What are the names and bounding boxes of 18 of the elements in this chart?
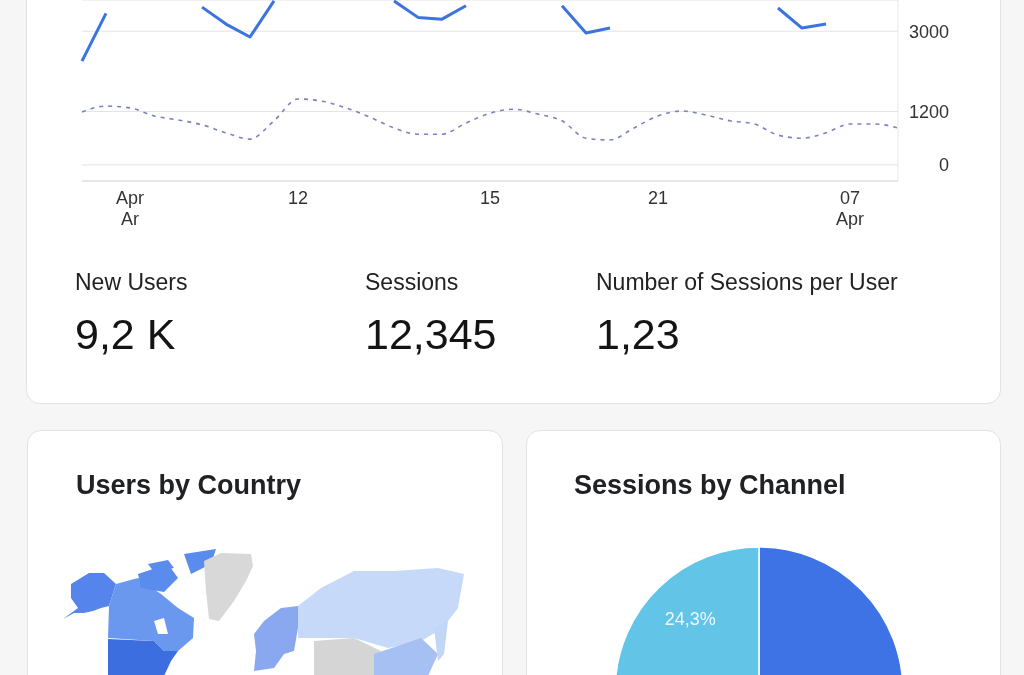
text: New Users — [75, 268, 188, 296]
text: Number of Sessions per User — [596, 268, 898, 296]
chart-title: Sessions by Channel — [574, 469, 846, 501]
x-tick-label: 21 — [647, 188, 669, 208]
x-tick-label: 12 — [287, 188, 309, 208]
data-label: 24,3% — [664, 609, 716, 630]
text: Users by Country — [76, 469, 302, 501]
line-series — [81, 98, 899, 141]
y-tick-label: 0 — [938, 155, 949, 176]
y-tick-label: 3000 — [908, 21, 949, 42]
text: Sessions — [365, 268, 459, 296]
x-tick-label: 07 Apr — [835, 188, 865, 229]
x-tick-label: Apr Ar — [115, 188, 145, 229]
text: 9,2 K — [75, 309, 176, 359]
text: 12,345 — [365, 309, 497, 359]
text: 1,23 — [596, 309, 680, 359]
x-tick-label: 15 — [479, 188, 501, 208]
y-tick-label: 1200 — [908, 101, 949, 122]
